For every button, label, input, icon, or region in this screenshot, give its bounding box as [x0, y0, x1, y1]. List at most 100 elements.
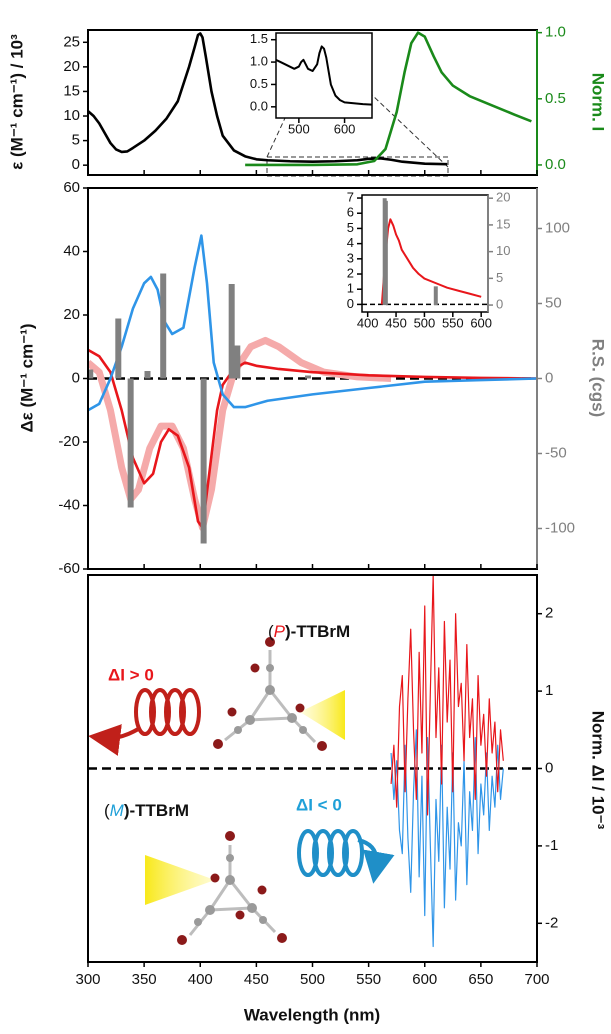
y-tick-label: 1: [545, 682, 553, 699]
y2-tick-label: 0: [496, 296, 503, 311]
x-tick-label: 650: [468, 971, 493, 988]
y2-axis-title: Norm. I: [589, 73, 608, 132]
y-tick-label: 10: [63, 107, 80, 124]
x-tick-label: 350: [132, 971, 157, 988]
line: [245, 31, 532, 167]
bar: [228, 284, 235, 379]
y2-tick-label: 100: [545, 219, 570, 236]
annotation: (M)-TTBrM: [104, 801, 189, 820]
y-tick-label: 1: [347, 281, 354, 296]
y-axis-title: ε (M⁻¹ cm⁻¹) / 10³: [7, 34, 26, 170]
y-tick-label: 5: [347, 220, 354, 235]
annotation: (P)-TTBrM: [268, 622, 350, 641]
y-tick-label: 20: [63, 306, 80, 323]
y-tick-label: -1: [545, 837, 558, 854]
x-tick-label: 550: [356, 971, 381, 988]
x-tick-label: 550: [442, 315, 464, 330]
bar: [144, 371, 151, 379]
bar: [200, 378, 207, 544]
frame: [275, 32, 373, 119]
zoom-line: [266, 117, 286, 158]
y2-tick-label: -50: [545, 444, 567, 461]
bar: [433, 286, 438, 306]
plot-area: [276, 45, 372, 106]
y-tick-label: 20: [63, 58, 80, 75]
y-tick-label: 2: [347, 265, 354, 280]
zoom-line: [371, 94, 449, 168]
y-tick-label: 7: [347, 189, 354, 204]
y-tick-label: 0.5: [250, 76, 268, 91]
annotation-part: )-TTBrM: [285, 622, 350, 641]
annotation-part: (: [268, 622, 274, 641]
y-tick-label: -40: [58, 496, 80, 513]
y2-tick-label: 0.5: [545, 90, 566, 107]
y2-axis-title: R.S. (cgs): [589, 339, 608, 417]
y-tick-label: 60: [63, 179, 80, 196]
y2-tick-label: 0.0: [545, 156, 566, 173]
line: [88, 336, 392, 532]
annotation: ΔI > 0: [108, 665, 154, 684]
line: [276, 45, 372, 106]
bar: [115, 318, 122, 379]
annotation: ΔI < 0: [296, 795, 342, 814]
y2-tick-label: 20: [496, 190, 510, 205]
x-tick-label: 700: [524, 971, 549, 988]
y-tick-label: -20: [58, 433, 80, 450]
y-tick-label: 2: [545, 605, 553, 622]
y2-tick-label: 5: [496, 270, 503, 285]
y-tick-label: 0: [347, 296, 354, 311]
annotation-part: M: [110, 801, 125, 820]
x-tick-label: 500: [288, 121, 310, 136]
bar: [160, 273, 167, 379]
y-tick-label: 5: [72, 132, 80, 149]
x-tick-label: 500: [300, 971, 325, 988]
x-tick-label: 400: [357, 315, 379, 330]
x-tick-label: 600: [412, 971, 437, 988]
y2-tick-label: 50: [545, 294, 562, 311]
line: [88, 234, 537, 412]
x-tick-label: 450: [385, 315, 407, 330]
bar: [234, 345, 241, 379]
x-tick-label: 400: [188, 971, 213, 988]
y-tick-label: 4: [347, 235, 354, 250]
plot-area: [88, 575, 537, 948]
y-tick-label: -2: [545, 914, 558, 931]
line: [390, 729, 504, 948]
illustration-p: [88, 637, 345, 756]
y2-tick-label: 10: [496, 243, 510, 258]
y-tick-label: 0: [545, 759, 553, 776]
annotation-part: P: [274, 622, 286, 641]
y-tick-label: 1.0: [250, 54, 268, 69]
panel: 0 5 10 15 20 25 0.0 0.5 1.0: [63, 24, 566, 176]
annotation-part: (: [104, 801, 110, 820]
y2-tick-label: 0: [545, 369, 553, 386]
inset-background: [276, 33, 372, 118]
y-axis-title: Δε (M⁻¹ cm⁻¹): [17, 323, 36, 432]
panel: -2 -1 0 1 2 300 350 400 450 500 550 600 650 700: [75, 574, 558, 988]
y-tick-label: 15: [63, 82, 80, 99]
x-tick-label: 500: [414, 315, 436, 330]
y-axis-title: Norm. ΔI / 10⁻³: [589, 711, 608, 830]
bar: [88, 369, 94, 379]
y-tick-label: 0: [72, 156, 80, 173]
y-tick-label: 0: [72, 369, 80, 386]
bar: [127, 378, 134, 508]
y-tick-label: 40: [63, 242, 80, 259]
illustration-m: [145, 829, 395, 945]
y2-tick-label: -100: [545, 519, 575, 536]
y2-tick-label: 1.0: [545, 24, 566, 41]
bar: [383, 200, 388, 306]
x-tick-label: 600: [470, 315, 492, 330]
plot-area: [362, 198, 488, 306]
y2-tick-label: 15: [496, 216, 510, 231]
y-tick-label: 0.0: [250, 98, 268, 113]
annotation-part: )-TTBrM: [124, 801, 189, 820]
panel: 0.0 0.5 1.0 1.5 500 600: [250, 31, 373, 136]
line: [88, 32, 448, 166]
bar: [305, 375, 312, 379]
y-tick-label: -60: [58, 560, 80, 577]
y-tick-label: 1.5: [250, 31, 268, 46]
plot-area: [88, 234, 537, 544]
